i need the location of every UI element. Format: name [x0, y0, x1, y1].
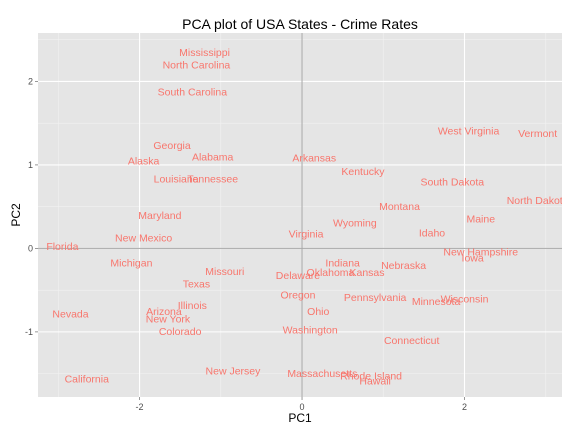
state-label-minnesota: Minnesota: [412, 296, 461, 308]
state-label-california: California: [65, 374, 110, 386]
state-label-oklahoma: Oklahoma: [307, 267, 355, 279]
x-axis-title: PC1: [288, 411, 312, 425]
state-label-mississippi: Mississippi: [179, 47, 230, 59]
state-label-massachusetts: Massachusetts: [287, 368, 357, 380]
state-label-new-hampshire: New Hampshire: [443, 247, 518, 259]
state-label-connecticut: Connecticut: [384, 335, 440, 347]
state-label-illinois: Illinois: [178, 300, 207, 312]
state-label-washington: Washington: [283, 324, 338, 336]
state-label-south-dakota: South Dakota: [421, 177, 485, 189]
state-label-maryland: Maryland: [138, 210, 181, 222]
state-label-indiana: Indiana: [325, 258, 360, 270]
state-label-ohio: Ohio: [307, 306, 329, 318]
state-label-wyoming: Wyoming: [333, 218, 377, 230]
state-label-idaho: Idaho: [419, 228, 445, 240]
chart-title: PCA plot of USA States - Crime Rates: [182, 16, 418, 32]
y-tick-label: 0: [28, 243, 33, 253]
state-label-new-jersey: New Jersey: [206, 365, 262, 377]
y-tick-label: 1: [28, 160, 33, 170]
reference-lines: [38, 33, 562, 397]
y-axis-title: PC2: [9, 203, 23, 227]
state-label-maine: Maine: [466, 213, 495, 225]
state-label-pennsylvania: Pennsylvania: [344, 292, 407, 304]
state-label-missouri: Missouri: [205, 266, 244, 278]
state-label-montana: Montana: [379, 201, 420, 213]
plot-panel: [38, 33, 562, 397]
state-label-texas: Texas: [183, 278, 210, 290]
state-label-michigan: Michigan: [110, 258, 152, 270]
y-axis: -1 0 1 2: [25, 76, 38, 337]
state-label-hawaii: Hawaii: [359, 375, 391, 387]
state-label-florida: Florida: [46, 241, 78, 253]
state-label-delaware: Delaware: [276, 270, 321, 282]
state-label-kentucky: Kentucky: [341, 166, 385, 178]
state-label-georgia: Georgia: [153, 140, 191, 152]
state-label-alaska: Alaska: [128, 156, 160, 168]
state-label-kansas: Kansas: [350, 267, 385, 279]
y-tick-label: -1: [25, 327, 33, 337]
state-label-iowa: Iowa: [462, 253, 484, 265]
x-tick-label: 0: [300, 402, 305, 412]
state-label-new-york: New York: [146, 314, 191, 326]
state-label-south-carolina: South Carolina: [158, 86, 228, 98]
state-label-oregon: Oregon: [280, 289, 315, 301]
y-tick-label: 2: [28, 76, 33, 86]
state-label-arkansas: Arkansas: [292, 152, 336, 164]
state-label-new-mexico: New Mexico: [115, 233, 172, 245]
state-label-vermont: Vermont: [518, 128, 557, 140]
state-label-north-carolina: North Carolina: [163, 60, 231, 72]
state-label-colorado: Colorado: [159, 326, 202, 338]
state-label-tennessee: Tennessee: [187, 173, 238, 185]
minor-grid: [38, 33, 562, 397]
state-label-wisconsin: Wisconsin: [441, 293, 489, 305]
state-label-north-dakota: North Dakota: [507, 195, 569, 207]
state-label-rhode-island: Rhode Island: [340, 370, 402, 382]
x-tick-label: 2: [462, 402, 467, 412]
x-tick-label: -2: [136, 402, 144, 412]
state-label-nebraska: Nebraska: [381, 260, 426, 272]
state-label-virginia: Virginia: [289, 228, 324, 240]
x-axis: -2 0 2: [136, 397, 467, 412]
state-label-west-virginia: West Virginia: [438, 126, 500, 138]
state-label-nevada: Nevada: [52, 309, 88, 321]
state-label-louisiana: Louisiana: [154, 173, 199, 185]
state-label-arizona: Arizona: [146, 306, 182, 318]
state-label-alabama: Alabama: [192, 152, 234, 164]
